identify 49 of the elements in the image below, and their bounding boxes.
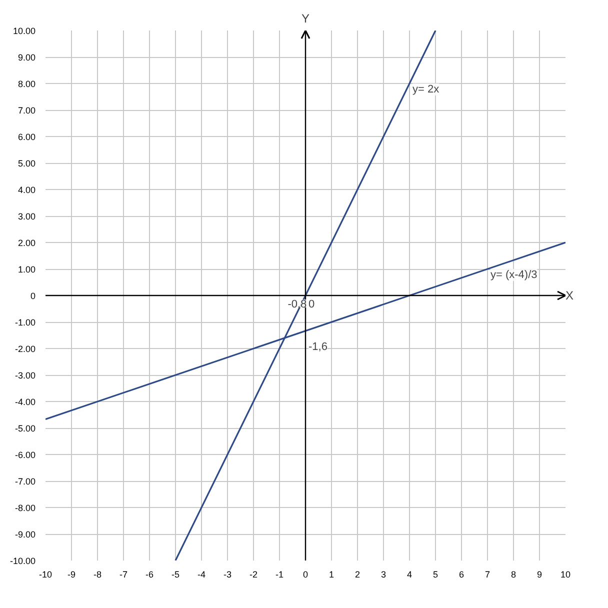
annotation: -1,6 (308, 340, 328, 353)
y-tick-label: -4.00 (14, 397, 36, 407)
annotation: -0,8 (288, 298, 307, 310)
y-tick-label: 3.00 (18, 212, 36, 222)
annotation: 0 (308, 298, 315, 310)
x-tick-label: -1 (276, 570, 284, 580)
y-tick-label: 5.00 (18, 158, 36, 168)
x-tick-label: -3 (224, 570, 232, 580)
x-tick-label: -4 (198, 570, 206, 580)
x-tick-label: 0 (302, 570, 308, 580)
x-tick-label: 10 (560, 570, 571, 580)
y-tick-label: 0 (30, 291, 36, 301)
y-tick-label: -9.00 (14, 530, 36, 540)
x-tick-label: -9 (68, 570, 76, 580)
annotation: y= 2x (412, 84, 440, 96)
annotation: y= (x-4)/3 (490, 269, 538, 281)
y-tick-label: -6.00 (14, 450, 36, 460)
y-tick-label: 1.00 (18, 264, 36, 274)
x-tick-label: 6 (458, 570, 464, 580)
x-tick-label: -2 (250, 570, 258, 580)
y-tick-label: 4.00 (18, 185, 36, 195)
y-tick-label: 6.00 (18, 132, 36, 142)
x-tick-label: 9 (536, 570, 542, 580)
y-tick-label: -10.00 (10, 556, 36, 566)
x-tick-label: -6 (146, 570, 154, 580)
y-axis-title: Y (302, 12, 310, 26)
y-tick-label: -1.00 (14, 318, 36, 328)
x-tick-label: -5 (172, 570, 180, 580)
x-tick-label: 5 (432, 570, 438, 580)
x-tick-label: 8 (510, 570, 516, 580)
y-tick-label: 9.00 (18, 52, 36, 62)
y-tick-label: 8.00 (18, 79, 36, 89)
y-tick-label: 2.00 (18, 238, 36, 248)
y-tick-label: -7.00 (14, 476, 36, 486)
x-tick-label: 4 (406, 570, 412, 580)
x-tick-label: -7 (120, 570, 128, 580)
x-tick-label: -8 (94, 570, 102, 580)
y-tick-label: -8.00 (14, 503, 36, 513)
y-tick-label: -2.00 (14, 344, 36, 354)
x-tick-label: 2 (354, 570, 360, 580)
y-tick-label: -3.00 (14, 370, 36, 380)
x-axis-title: X (566, 288, 574, 302)
y-tick-label: 7.00 (18, 106, 36, 116)
x-tick-label: -10 (38, 570, 52, 580)
y-tick-label: 10.00 (12, 26, 36, 36)
x-tick-label: 3 (380, 570, 386, 580)
y-tick-label: -5.00 (14, 424, 36, 434)
x-tick-label: 7 (484, 570, 490, 580)
x-tick-label: 1 (328, 570, 334, 580)
